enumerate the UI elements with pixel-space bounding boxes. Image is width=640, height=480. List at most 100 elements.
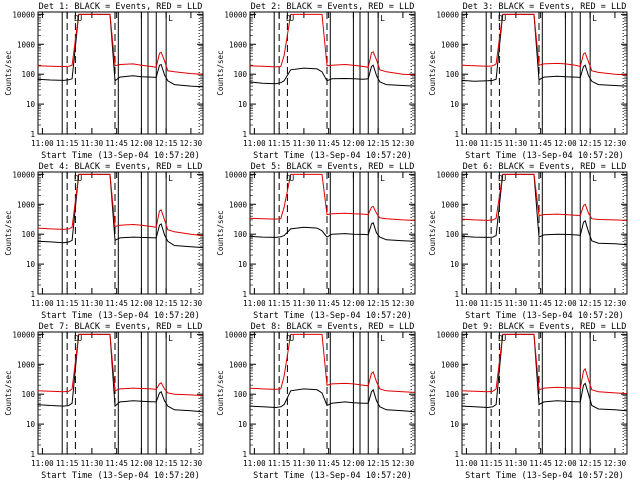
lld-series-line xyxy=(37,13,203,75)
y-tick-label: 100 xyxy=(233,230,247,239)
x-tick-label: 12:30 xyxy=(604,139,627,148)
x-tick-label: 11:15 xyxy=(480,459,503,468)
y-tick-label: 100 xyxy=(445,70,459,79)
marker-d: D xyxy=(286,174,291,183)
events-series-line xyxy=(249,222,415,242)
y-tick-label: 1 xyxy=(242,290,247,299)
x-tick-label: 12:00 xyxy=(342,459,365,468)
y-tick-label: 1000 xyxy=(17,40,36,49)
plot-frame xyxy=(249,11,416,135)
x-tick-label: 11:00 xyxy=(455,459,478,468)
y-axis-label: Counts/sec xyxy=(428,50,437,95)
x-tick-label: 12:30 xyxy=(392,459,415,468)
x-tick-label: 11:45 xyxy=(317,459,340,468)
x-tick-label: 12:15 xyxy=(367,459,390,468)
chart-panel-det-3: Det 3: BLACK = Events, RED = LLD Counts/s… xyxy=(428,2,628,161)
x-tick-label: 12:30 xyxy=(392,299,415,308)
y-tick-label: 1000 xyxy=(441,40,460,49)
chart-panel-det-2: Det 2: BLACK = Events, RED = LLD Counts/s… xyxy=(216,2,416,161)
y-tick-label: 1000 xyxy=(441,200,460,209)
x-tick-label: 11:30 xyxy=(505,299,528,308)
x-tick-label: 11:30 xyxy=(81,139,104,148)
x-tick-label: 11:00 xyxy=(243,299,266,308)
x-tick-label: 11:00 xyxy=(455,299,478,308)
y-tick-label: 1 xyxy=(242,450,247,459)
marker-d: D xyxy=(74,334,79,343)
y-tick-label: 100 xyxy=(21,390,35,399)
x-tick-label: 11:15 xyxy=(56,299,79,308)
y-tick-label: 10000 xyxy=(224,170,247,179)
x-axis-label: Start Time (13-Sep-04 10:57:20) xyxy=(41,311,200,321)
y-axis-label: Counts/sec xyxy=(216,50,225,95)
y-tick-label: 1000 xyxy=(229,360,248,369)
events-series-line xyxy=(37,333,203,413)
y-tick-label: 10000 xyxy=(436,330,459,339)
x-tick-label: 11:00 xyxy=(31,139,54,148)
y-tick-label: 1000 xyxy=(17,360,36,369)
x-tick-label: 11:45 xyxy=(105,299,128,308)
panel-title: Det 2: BLACK = Events, RED = LLD xyxy=(251,2,415,12)
plot-frame xyxy=(37,331,204,455)
marker-u: U xyxy=(289,174,294,183)
chart-panel-det-8: Det 8: BLACK = Events, RED = LLD Counts/s… xyxy=(216,322,416,480)
events-series-line xyxy=(37,173,203,248)
x-tick-label: 11:00 xyxy=(31,459,54,468)
marker-d: D xyxy=(286,14,291,23)
marker-d: D xyxy=(286,334,291,343)
chart-panel-det-6: Det 6: BLACK = Events, RED = LLD Counts/s… xyxy=(428,162,628,321)
y-tick-label: 10 xyxy=(26,100,36,109)
marker-l: L xyxy=(168,174,173,183)
x-tick-label: 12:00 xyxy=(130,299,153,308)
lld-series-line xyxy=(461,13,627,76)
marker-u: U xyxy=(289,14,294,23)
x-tick-label: 12:15 xyxy=(367,299,390,308)
y-tick-label: 1 xyxy=(454,450,459,459)
x-axis-label: Start Time (13-Sep-04 10:57:20) xyxy=(41,151,200,161)
marker-l: L xyxy=(168,334,173,343)
events-series-line xyxy=(249,388,415,413)
marker-u: U xyxy=(501,174,506,183)
x-tick-label: 11:15 xyxy=(268,459,291,468)
y-axis-label: Counts/sec xyxy=(428,370,437,415)
events-series-line xyxy=(37,13,203,88)
panel-title: Det 7: BLACK = Events, RED = LLD xyxy=(39,322,203,332)
x-tick-label: 12:15 xyxy=(367,139,390,148)
panel-title: Det 3: BLACK = Events, RED = LLD xyxy=(463,2,627,12)
x-tick-label: 11:00 xyxy=(31,299,54,308)
x-tick-label: 12:00 xyxy=(130,139,153,148)
x-tick-label: 12:30 xyxy=(604,459,627,468)
y-axis-label: Counts/sec xyxy=(216,370,225,415)
y-tick-label: 10 xyxy=(26,420,36,429)
y-tick-label: 10000 xyxy=(224,10,247,19)
x-tick-label: 11:45 xyxy=(529,459,552,468)
marker-l: L xyxy=(168,14,173,23)
lld-series-line xyxy=(249,13,415,76)
x-tick-label: 12:15 xyxy=(155,459,178,468)
x-tick-label: 12:30 xyxy=(392,139,415,148)
y-axis-label: Counts/sec xyxy=(4,210,13,255)
x-tick-label: 11:30 xyxy=(505,139,528,148)
lld-series-line xyxy=(461,333,627,395)
x-tick-label: 11:30 xyxy=(81,459,104,468)
lld-series-line xyxy=(37,333,203,397)
y-tick-label: 10000 xyxy=(12,330,35,339)
marker-l: L xyxy=(592,174,597,183)
x-axis-label: Start Time (13-Sep-04 10:57:20) xyxy=(253,151,412,161)
plot-frame xyxy=(249,171,416,295)
x-axis-label: Start Time (13-Sep-04 10:57:20) xyxy=(41,471,200,480)
x-tick-label: 11:15 xyxy=(56,139,79,148)
lld-series-line xyxy=(249,173,415,221)
plot-frame xyxy=(461,331,628,455)
events-series-line xyxy=(461,333,627,412)
marker-u: U xyxy=(501,14,506,23)
x-tick-label: 11:00 xyxy=(455,139,478,148)
marker-d: D xyxy=(498,334,503,343)
x-tick-label: 12:15 xyxy=(579,139,602,148)
x-tick-label: 12:00 xyxy=(342,139,365,148)
y-tick-label: 10 xyxy=(450,100,460,109)
x-tick-label: 12:00 xyxy=(554,459,577,468)
x-tick-label: 11:00 xyxy=(243,139,266,148)
marker-d: D xyxy=(498,14,503,23)
x-axis-label: Start Time (13-Sep-04 10:57:20) xyxy=(465,311,624,321)
y-axis-label: Counts/sec xyxy=(4,370,13,415)
